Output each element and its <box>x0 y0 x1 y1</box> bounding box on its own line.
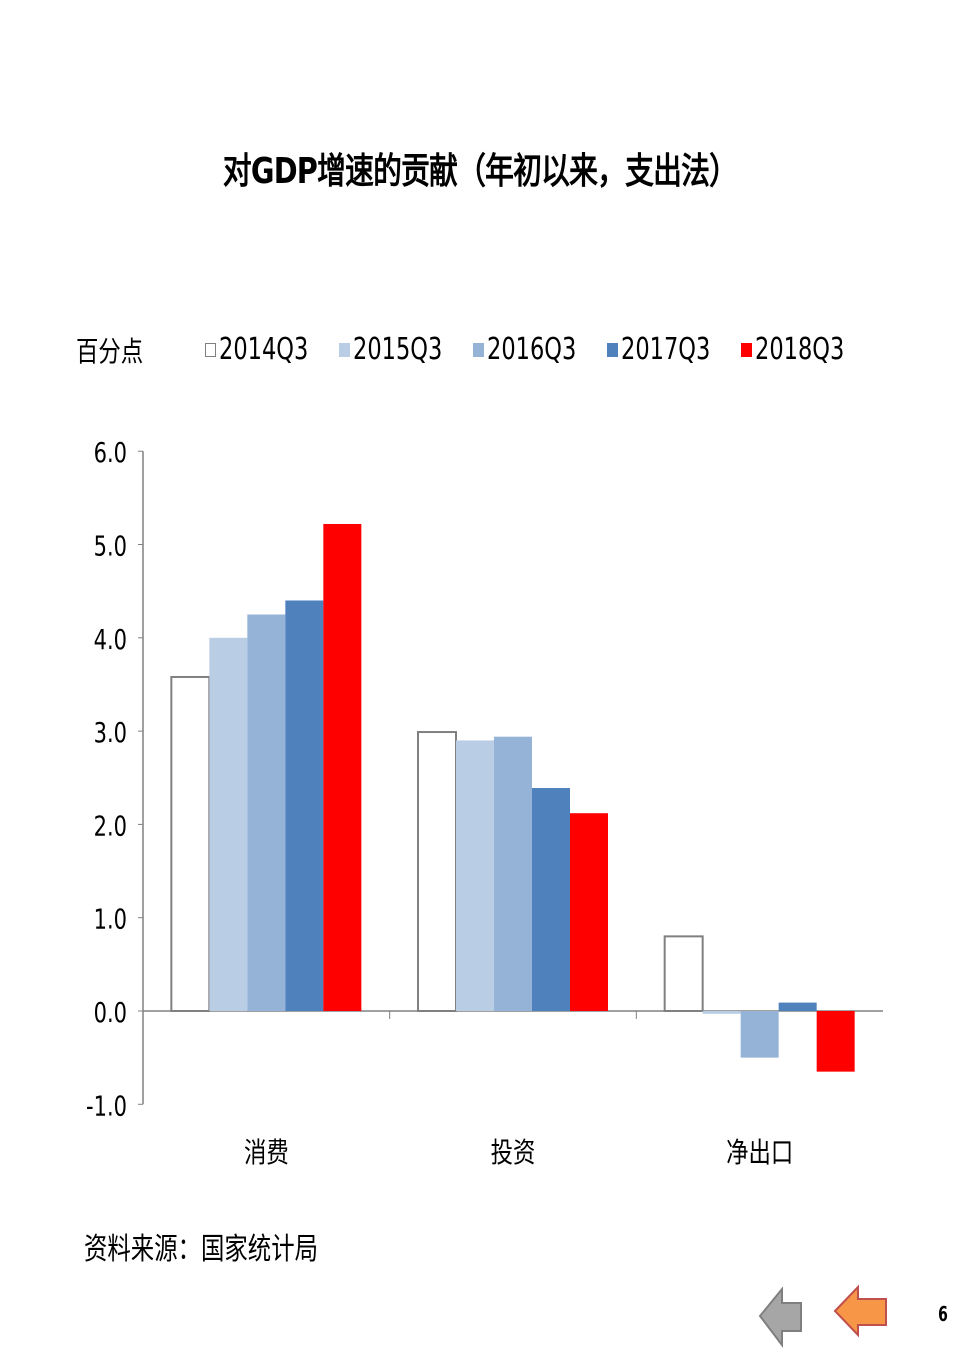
bar-2016Q3-投资 <box>494 736 532 1011</box>
legend-label: 2014Q3 <box>219 332 309 367</box>
bar-2017Q3-投资 <box>532 788 570 1011</box>
bar-2015Q3-净出口 <box>702 1011 741 1014</box>
y-tick-label: 3.0 <box>94 716 127 749</box>
x-tick-label: 消费 <box>244 1135 289 1168</box>
bar-2017Q3-消费 <box>285 600 324 1011</box>
bar-2017Q3-净出口 <box>778 1002 817 1011</box>
y-tick-label: 6.0 <box>94 436 127 469</box>
legend-swatch <box>741 342 752 357</box>
prev-arrow-icon[interactable] <box>758 1283 804 1353</box>
legend-item: 2016Q3 <box>473 332 607 367</box>
y-tick-label: 5.0 <box>94 529 127 562</box>
bar-2018Q3-消费 <box>323 523 362 1011</box>
legend-label: 2017Q3 <box>621 332 711 367</box>
y-tick-label: 4.0 <box>94 623 127 656</box>
x-tick-label: 投资 <box>491 1135 536 1168</box>
legend-swatch <box>339 342 350 357</box>
source-note: 资料来源：国家统计局 <box>84 1232 318 1267</box>
legend-swatch <box>473 342 484 357</box>
legend-label: 2018Q3 <box>755 332 845 367</box>
bar-2015Q3-投资 <box>456 740 494 1011</box>
legend-label: 2016Q3 <box>487 332 577 367</box>
legend-swatch <box>205 342 216 357</box>
bar-chart: -1.0 0.0 1.0 2.0 3.0 4.0 5.0 6.0 消费 投资 净出口 <box>86 436 883 1169</box>
bar-2014Q3-投资 <box>417 731 457 1013</box>
y-tick-label: 1.0 <box>94 903 127 936</box>
y-tick-label: 0.0 <box>94 996 127 1029</box>
chart-title: 对GDP增速的贡献（年初以来，支出法） <box>222 151 738 192</box>
next-arrow-icon[interactable] <box>832 1283 890 1339</box>
legend-item: 2018Q3 <box>741 332 875 367</box>
bar-2015Q3-消费 <box>209 637 248 1011</box>
y-tick-label: -1.0 <box>86 1089 127 1122</box>
legend-item: 2017Q3 <box>607 332 741 367</box>
x-tick-label: 净出口 <box>726 1135 793 1168</box>
bar-2014Q3-净出口 <box>663 935 704 1012</box>
bar-2016Q3-消费 <box>247 614 286 1011</box>
y-tick-label: 2.0 <box>94 809 127 842</box>
legend-item: 2015Q3 <box>339 332 473 367</box>
bar-2018Q3-投资 <box>570 813 608 1011</box>
legend: 2014Q3 2015Q3 2016Q3 2017Q3 2018Q3 <box>205 332 875 367</box>
page-number: 6 <box>938 1302 948 1326</box>
legend-swatch <box>607 342 618 357</box>
bar-2018Q3-净出口 <box>816 1011 855 1072</box>
legend-label: 2015Q3 <box>353 332 443 367</box>
legend-item: 2014Q3 <box>205 332 339 367</box>
y-axis-unit: 百分点 <box>76 335 144 368</box>
bar-2016Q3-净出口 <box>740 1011 779 1058</box>
bar-2014Q3-消费 <box>170 675 211 1013</box>
